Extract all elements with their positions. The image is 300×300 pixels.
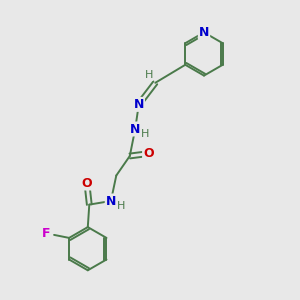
Text: H: H <box>145 70 153 80</box>
Text: O: O <box>143 147 154 160</box>
Text: F: F <box>42 226 51 240</box>
Text: N: N <box>106 194 116 208</box>
Text: N: N <box>130 122 140 136</box>
Text: H: H <box>141 129 149 140</box>
Text: H: H <box>117 200 126 211</box>
Text: N: N <box>199 26 209 39</box>
Text: N: N <box>134 98 144 111</box>
Text: O: O <box>82 176 92 190</box>
